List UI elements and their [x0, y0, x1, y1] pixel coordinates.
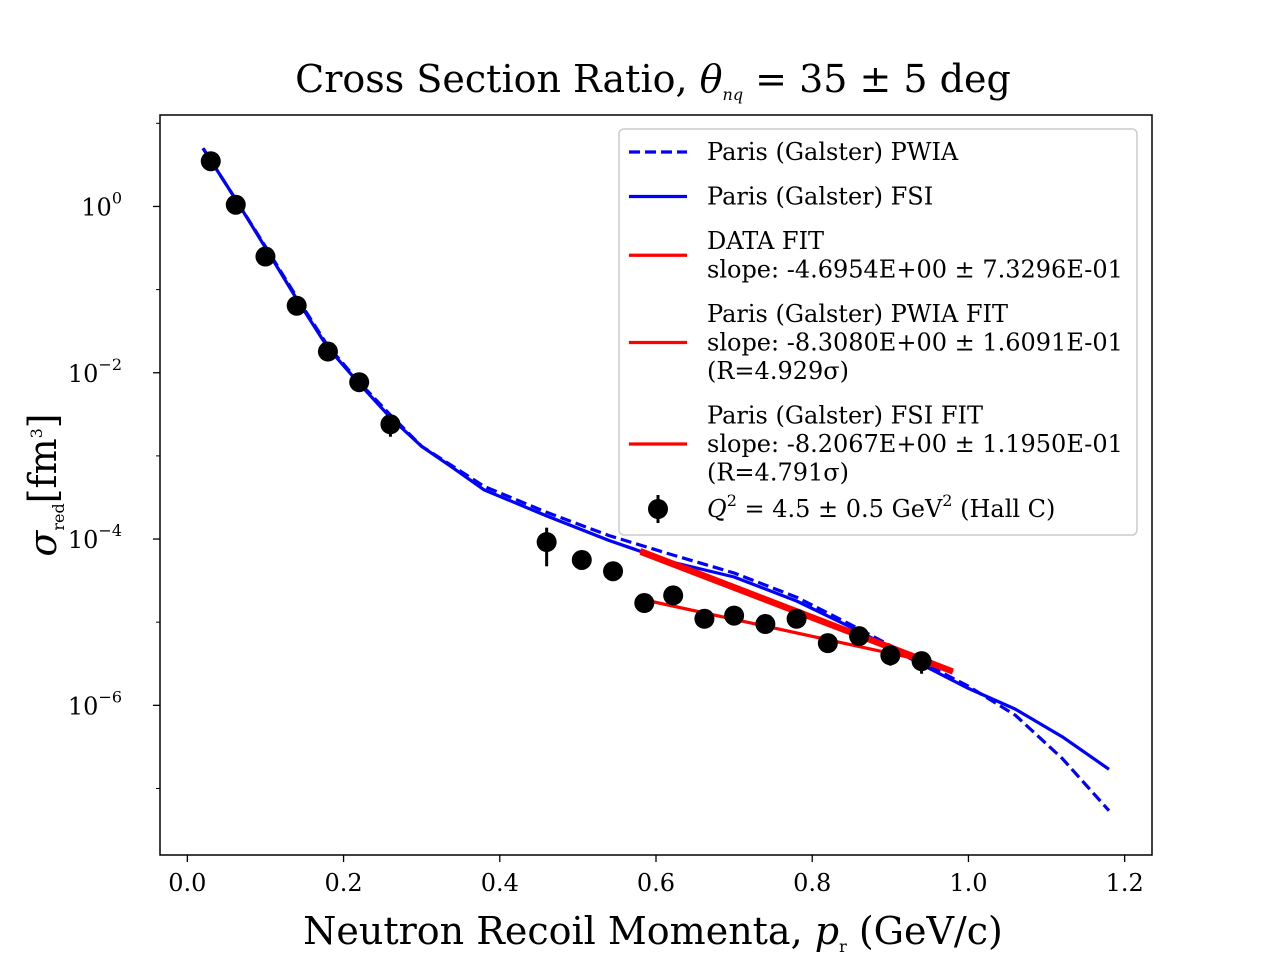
data-point [225, 194, 246, 215]
data-point [694, 608, 715, 629]
data-point [880, 645, 901, 666]
legend-fsi-label: Paris (Galster) FSI [707, 183, 933, 211]
chart-title: Cross Section Ratio, θnq = 35 ± 5 deg [295, 57, 1011, 104]
data-point [755, 614, 776, 635]
plot-series [200, 147, 1111, 812]
x-tick-label: 0.8 [793, 869, 831, 897]
x-tick-label: 0.4 [481, 869, 519, 897]
data-fit-line [640, 597, 922, 662]
data-point [380, 414, 401, 435]
legend-data-fit-label: slope: -4.6954E+00 ± 7.3296E-01 [707, 256, 1123, 284]
legend-pwia-fit-label: slope: -8.3080E+00 ± 1.6091E-01 [707, 329, 1123, 357]
legend-fsi-fit-label: (R=4.791σ) [707, 459, 849, 487]
data-point [286, 295, 307, 316]
legend-points-label: Q2 = 4.5 ± 0.5 GeV2 (Hall C) [707, 491, 1055, 523]
legend-pwia-fit-label: Paris (Galster) PWIA FIT [707, 300, 1008, 328]
x-tick-label: 0.0 [168, 869, 206, 897]
data-point [603, 561, 624, 582]
y-axis-title: σred[fm3] [21, 413, 68, 556]
data-point [849, 626, 870, 647]
data-point [349, 372, 370, 393]
legend-fsi-fit-label: slope: -8.2067E+00 ± 1.1950E-01 [707, 430, 1123, 458]
plot-frame [159, 114, 1153, 856]
x-tick-label: 0.6 [637, 869, 675, 897]
data-point [317, 341, 338, 362]
x-axis-title: Neutron Recoil Momenta, pr (GeV/c) [303, 909, 1003, 956]
x-tick-label: 1.2 [1106, 869, 1144, 897]
axis-ticks: 0.0 0.2 0.4 0.6 0.8 1.0 1.2 100 10−2 10−4 10−6 [68, 122, 1144, 897]
x-tick-label: 1.0 [949, 869, 987, 897]
data-point [786, 608, 807, 629]
data-point [634, 593, 655, 614]
data-point [724, 605, 745, 626]
data-point [571, 549, 592, 570]
data-point [663, 585, 684, 606]
legend: Paris (Galster) PWIA Paris (Galster) FSI D… [618, 128, 1138, 536]
legend-pwia-fit-label: (R=4.929σ) [707, 357, 849, 385]
y-tick-label: 10−6 [68, 687, 122, 720]
x-tick-label: 0.2 [324, 869, 362, 897]
data-point [200, 151, 221, 172]
y-tick-label: 10−4 [68, 521, 122, 554]
fsi-curve [201, 147, 1110, 771]
data-point [817, 633, 838, 654]
legend-box [618, 128, 1138, 536]
legend-points-marker [648, 499, 668, 519]
y-tick-label: 10−2 [68, 355, 122, 388]
data-point [536, 532, 557, 553]
data-point [911, 651, 932, 672]
data-point [255, 246, 276, 267]
y-tick-label: 100 [81, 188, 122, 221]
legend-data-fit-label: DATA FIT [707, 227, 824, 255]
legend-pwia-label: Paris (Galster) PWIA [707, 138, 959, 166]
legend-fsi-fit-label: Paris (Galster) FSI FIT [707, 402, 983, 430]
